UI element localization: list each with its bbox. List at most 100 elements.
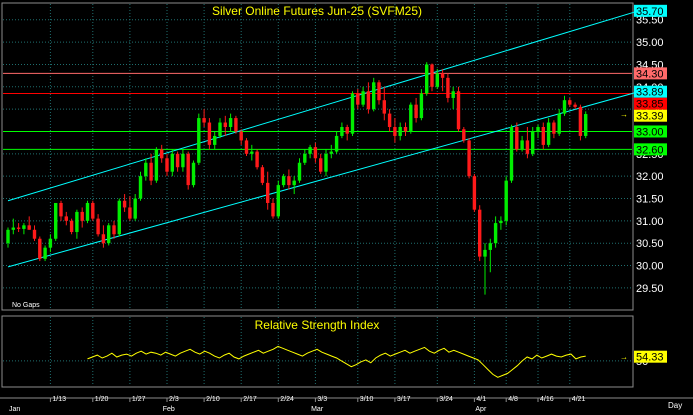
candle-body — [478, 209, 482, 257]
price-badge — [634, 143, 667, 156]
candle-body — [403, 127, 408, 132]
candle-body — [16, 227, 21, 229]
candle-body — [340, 127, 344, 136]
candle-body — [520, 140, 524, 150]
candle-body — [536, 127, 540, 132]
candle-body — [281, 176, 286, 186]
candle-body — [292, 180, 296, 186]
y-tick-label: 31.00 — [636, 216, 664, 228]
x-tick-label: 3/3 — [317, 396, 327, 403]
y-tick-label: 29.50 — [636, 283, 664, 295]
candle-body — [509, 127, 514, 181]
x-tick-label: 2/10 — [206, 396, 220, 403]
chart-title: Silver Online Futures Jun-25 (SVFM25) — [212, 4, 422, 18]
candle-body — [393, 127, 397, 136]
candle-body — [112, 225, 116, 235]
candle-body — [202, 118, 206, 123]
candle-body — [228, 118, 233, 128]
y-tick-label: 32.00 — [636, 171, 664, 183]
month-label: Apr — [475, 406, 487, 413]
candle-body — [303, 153, 307, 163]
candle-body — [515, 127, 519, 150]
candle-body — [568, 100, 572, 105]
candle-body — [462, 129, 466, 141]
current-price-arrow: → — [620, 110, 628, 119]
rsi-current-arrow: → — [620, 353, 628, 362]
candle-body — [430, 64, 434, 87]
candle-body — [59, 202, 63, 217]
month-label: Mar — [311, 406, 324, 413]
candle-body — [223, 122, 227, 128]
channel-line — [7, 91, 639, 268]
candle-body — [197, 118, 201, 163]
candle-body — [398, 127, 402, 136]
x-tick-label: 1/27 — [132, 396, 146, 403]
candle-body — [345, 127, 349, 134]
candle-body — [75, 211, 79, 233]
grid-lines — [3, 4, 632, 386]
candle-body — [122, 200, 127, 208]
candle-body — [456, 91, 461, 130]
candle-body — [287, 176, 291, 186]
candle-body — [191, 162, 196, 186]
candle-body — [101, 234, 106, 244]
candle-body — [260, 167, 265, 183]
trend-channel-lines — [7, 10, 639, 268]
candle-body — [48, 238, 53, 248]
candle-body — [334, 135, 339, 152]
candle-body — [250, 151, 254, 154]
rsi-panel-border — [1, 315, 634, 388]
candle-body — [128, 207, 132, 219]
price-badge — [634, 97, 667, 110]
candle-body — [165, 158, 169, 172]
candle-body — [85, 202, 90, 221]
candle-body — [319, 158, 323, 172]
price-badge-label: 32.60 — [636, 144, 664, 156]
rsi-line — [87, 345, 586, 378]
candle-body — [573, 104, 577, 107]
x-tick-label: 2/24 — [280, 396, 294, 403]
price-badge-label: 34.30 — [636, 68, 664, 80]
candle-body — [525, 140, 530, 154]
x-tick-label: 4/16 — [540, 396, 554, 403]
candle-body — [324, 153, 328, 172]
candle-body — [271, 202, 275, 217]
candle-body — [91, 202, 95, 219]
candle-body — [308, 147, 312, 154]
candle-body — [488, 243, 492, 250]
rsi-value-label: 54.33 — [636, 352, 664, 364]
candle-body — [213, 135, 217, 145]
price-badge — [634, 85, 667, 98]
candle-body — [377, 82, 381, 101]
candle-body — [493, 223, 498, 244]
x-tick-label: 3/17 — [397, 396, 411, 403]
candle-body — [356, 93, 360, 105]
candle-body — [133, 198, 137, 219]
channel-line — [7, 10, 639, 202]
y-tick-label: 30.50 — [636, 238, 664, 250]
rsi-series — [87, 345, 586, 378]
candle-body — [38, 238, 42, 259]
candle-body — [6, 229, 10, 244]
candle-body — [54, 202, 58, 239]
x-tick-label: 2/17 — [243, 396, 257, 403]
x-tick-label: 2/3 — [169, 396, 179, 403]
candle-body — [361, 91, 365, 105]
candle-body — [266, 182, 270, 203]
candle-body — [244, 140, 249, 154]
candle-body — [446, 77, 450, 98]
candle-body — [160, 149, 164, 159]
candle-body — [234, 118, 238, 132]
candle-body — [149, 162, 153, 181]
candle-body — [467, 140, 471, 177]
no-gaps-note: No Gaps — [12, 302, 40, 309]
candle-body — [64, 216, 68, 221]
candle-body — [557, 113, 561, 134]
candle-body — [552, 122, 556, 134]
rsi-title: Relative Strength Index — [255, 318, 380, 332]
price-badge — [634, 109, 667, 122]
candle-body — [138, 176, 143, 199]
x-tick-label: 1/20 — [95, 396, 109, 403]
candlestick-series — [6, 62, 588, 295]
candle-body — [276, 185, 280, 217]
